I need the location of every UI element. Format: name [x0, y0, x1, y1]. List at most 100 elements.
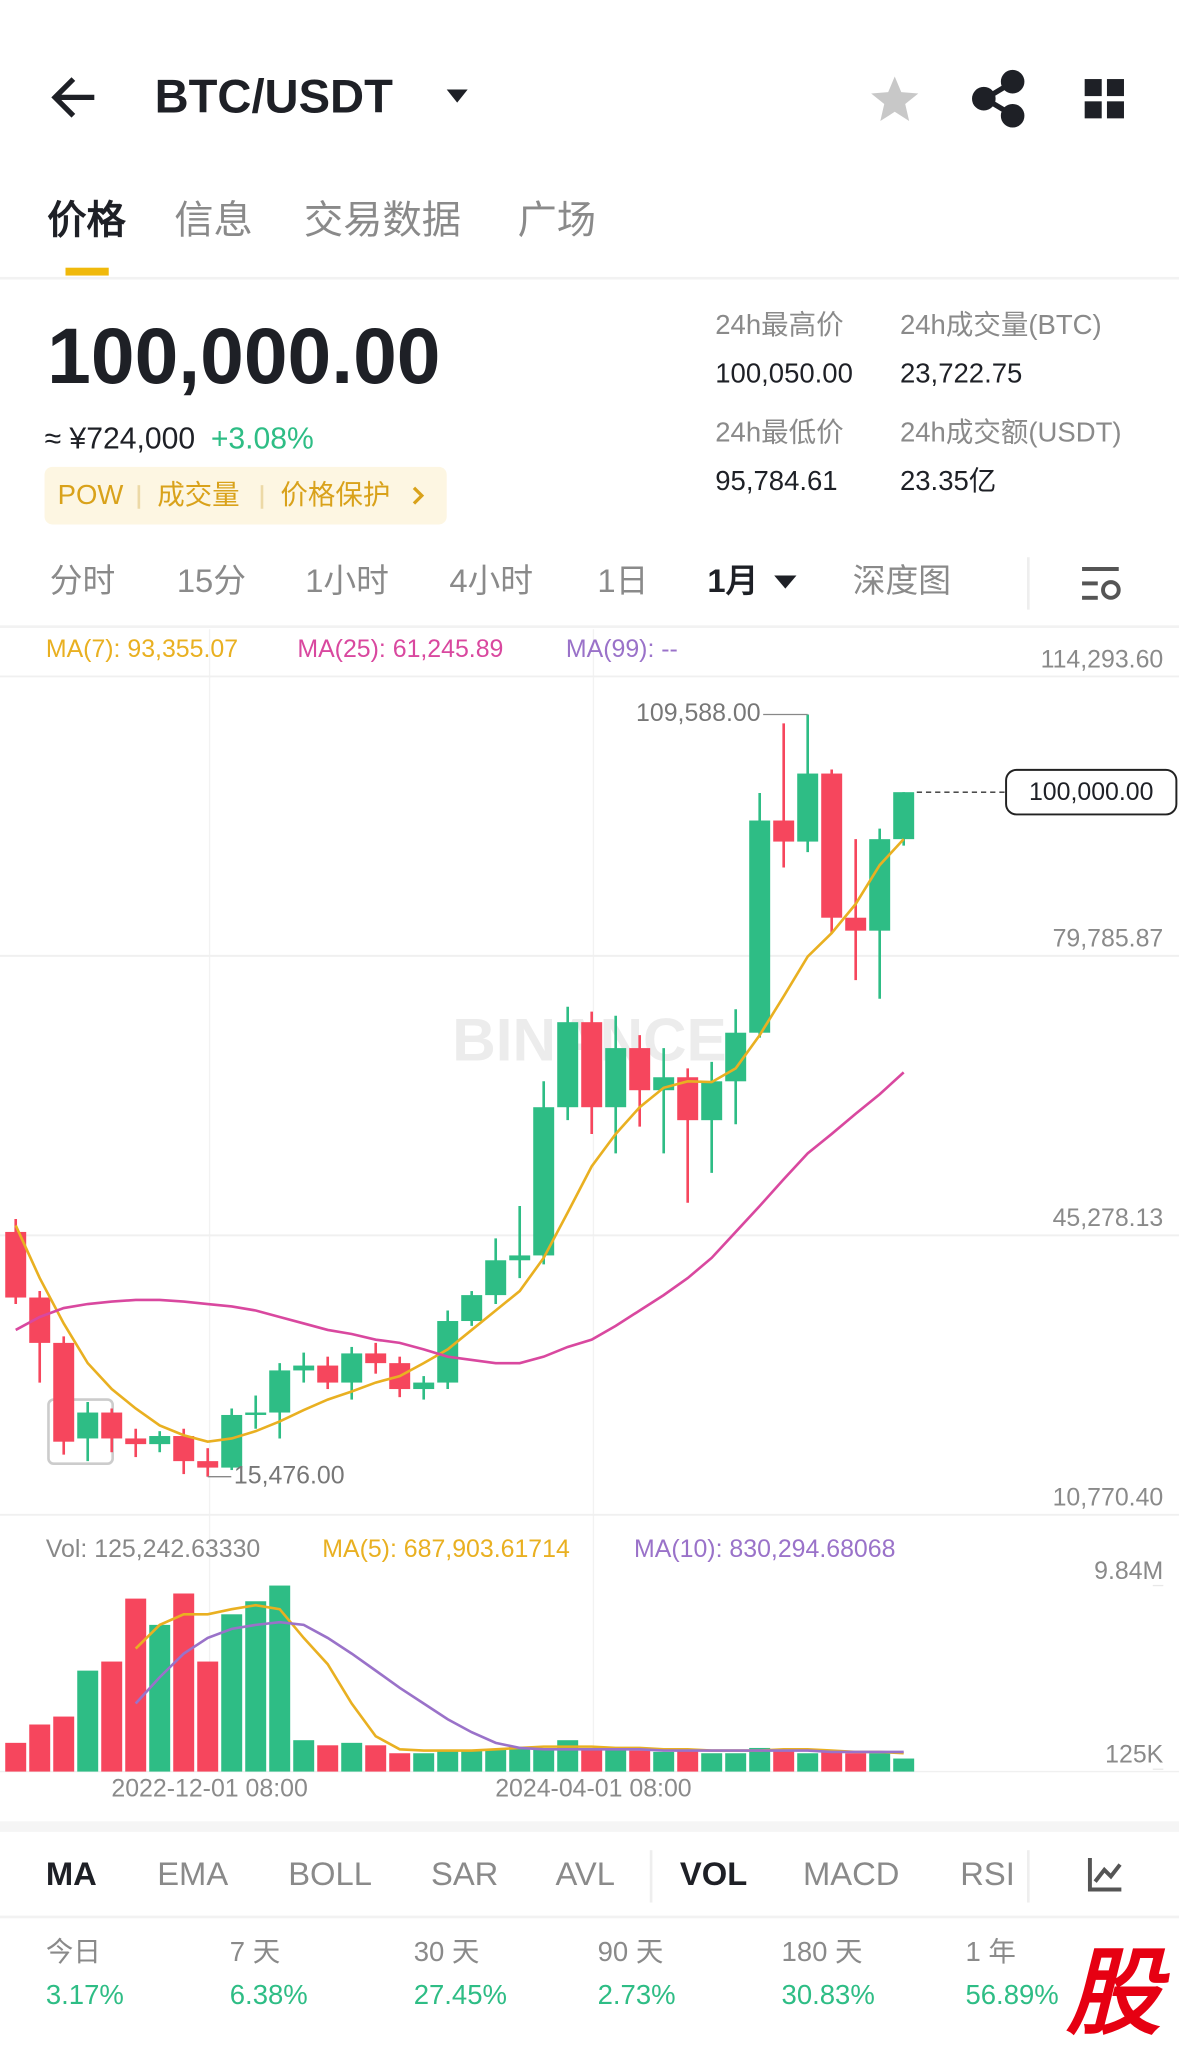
perf-value: 3.17%	[46, 1979, 124, 2010]
volume-bar	[605, 1747, 627, 1772]
stat-value: 23.35亿	[900, 465, 996, 496]
volume-bar	[725, 1753, 747, 1772]
candle-body	[893, 792, 915, 840]
chart-settings[interactable]	[1082, 567, 1121, 600]
volume-bar	[797, 1753, 819, 1772]
candle-body	[125, 1438, 147, 1445]
date-label: 2022-12-01 08:00	[111, 1774, 307, 1802]
favorite-star[interactable]	[871, 76, 919, 121]
tab[interactable]: 价格	[47, 199, 126, 243]
volume-bar	[149, 1624, 171, 1772]
stat-value: 23,722.75	[900, 357, 1022, 388]
watermark-badge: 股	[1065, 1941, 1170, 2046]
volume-bar	[173, 1593, 195, 1772]
date-label: 2024-04-01 08:00	[495, 1774, 691, 1802]
interval[interactable]: 深度图	[853, 562, 951, 599]
volume-bar	[485, 1749, 507, 1772]
tag-bar[interactable]	[44, 466, 447, 525]
y-tick-label: 45,278.13	[1053, 1204, 1164, 1232]
candle-body	[77, 1412, 99, 1439]
volume-bar	[413, 1753, 435, 1772]
indicator[interactable]: MA	[46, 1855, 97, 1892]
volume-bar	[557, 1740, 579, 1772]
candle-body	[149, 1436, 171, 1445]
candle-body	[437, 1321, 459, 1383]
interval[interactable]: 4小时	[449, 562, 533, 599]
candle-body	[749, 820, 771, 1033]
candle-body	[101, 1412, 123, 1439]
interval[interactable]: 分时	[50, 562, 116, 599]
volume-bar	[5, 1742, 27, 1772]
volume-bar	[677, 1750, 699, 1772]
volume-bar	[389, 1753, 411, 1772]
indicator[interactable]: BOLL	[288, 1855, 372, 1892]
y-tick-label: 114,293.60	[1041, 645, 1164, 673]
y-tick-label: 10,770.40	[1053, 1484, 1164, 1512]
candle-body	[221, 1414, 243, 1468]
share-button[interactable]	[972, 69, 1025, 128]
ma-legend: MA(25): 61,245.89	[297, 635, 503, 663]
interval[interactable]: 1小时	[305, 562, 389, 599]
tag[interactable]: POW	[58, 479, 124, 510]
indicator[interactable]: AVL	[555, 1855, 614, 1892]
ma-line	[14, 838, 905, 1444]
ma-line	[15, 1071, 905, 1365]
interval-dropdown[interactable]	[774, 575, 797, 589]
indicator[interactable]: RSI	[960, 1855, 1015, 1892]
price-line: ≈ ¥724,000 +3.08%	[45, 423, 314, 456]
last-price: 100,000.00	[47, 312, 440, 400]
price-change: +3.08%	[211, 423, 314, 456]
candle-body	[557, 1022, 579, 1108]
interval[interactable]: 15分	[177, 562, 246, 599]
interval[interactable]: 1日	[597, 562, 648, 599]
candle-body	[533, 1107, 555, 1256]
candle-body	[29, 1297, 51, 1343]
perf-label: 1 年	[965, 1936, 1015, 1967]
candle-body	[317, 1365, 339, 1383]
volume-bar	[293, 1740, 315, 1772]
indicator[interactable]: VOL	[680, 1855, 747, 1892]
volume-bar	[629, 1750, 651, 1772]
perf-label: 今日	[46, 1936, 101, 1967]
stat-label: 24h最高价	[715, 309, 843, 340]
perf-value: 27.45%	[414, 1979, 507, 2010]
candle-body	[821, 773, 843, 918]
volume-bar	[101, 1661, 123, 1772]
tab[interactable]: 广场	[517, 199, 596, 243]
indicator[interactable]: EMA	[157, 1855, 228, 1892]
volume-bar	[749, 1747, 771, 1772]
indicator-settings[interactable]	[1087, 1858, 1122, 1892]
candle-body	[173, 1436, 195, 1462]
pair-title[interactable]: BTC/USDT	[155, 69, 394, 122]
volume-bar	[365, 1745, 387, 1772]
pair-dropdown[interactable]	[446, 89, 468, 103]
back-button[interactable]	[51, 77, 95, 118]
divider	[0, 276, 1179, 280]
tag[interactable]: 价格保护	[280, 479, 390, 510]
indicator[interactable]: SAR	[431, 1855, 498, 1892]
volume-bar	[509, 1746, 531, 1772]
candle-body	[605, 1048, 627, 1108]
candle-body	[509, 1255, 531, 1261]
tag[interactable]: 成交量	[157, 479, 240, 510]
extreme-label: 15,476.00	[234, 1461, 345, 1489]
volume-bar	[269, 1585, 291, 1772]
interval[interactable]: 1月	[707, 562, 758, 599]
volume-bar	[701, 1753, 723, 1772]
volume-bar	[53, 1716, 75, 1772]
candle-body	[413, 1382, 435, 1390]
candle-body	[581, 1022, 603, 1108]
grid-menu[interactable]	[1084, 79, 1124, 119]
tab[interactable]: 交易数据	[304, 199, 461, 243]
extreme-label: 109,588.00	[636, 699, 761, 727]
volume-bar	[245, 1601, 267, 1772]
candle-body	[845, 917, 867, 931]
indicator[interactable]: MACD	[803, 1855, 899, 1892]
volume-bar	[317, 1745, 339, 1772]
volume-bar	[845, 1753, 867, 1772]
perf-label: 30 天	[414, 1936, 480, 1967]
tab[interactable]: 信息	[174, 199, 253, 243]
candle-body	[5, 1231, 27, 1298]
stat-label: 24h最低价	[715, 416, 843, 447]
ma-legend: MA(99): --	[566, 635, 678, 663]
